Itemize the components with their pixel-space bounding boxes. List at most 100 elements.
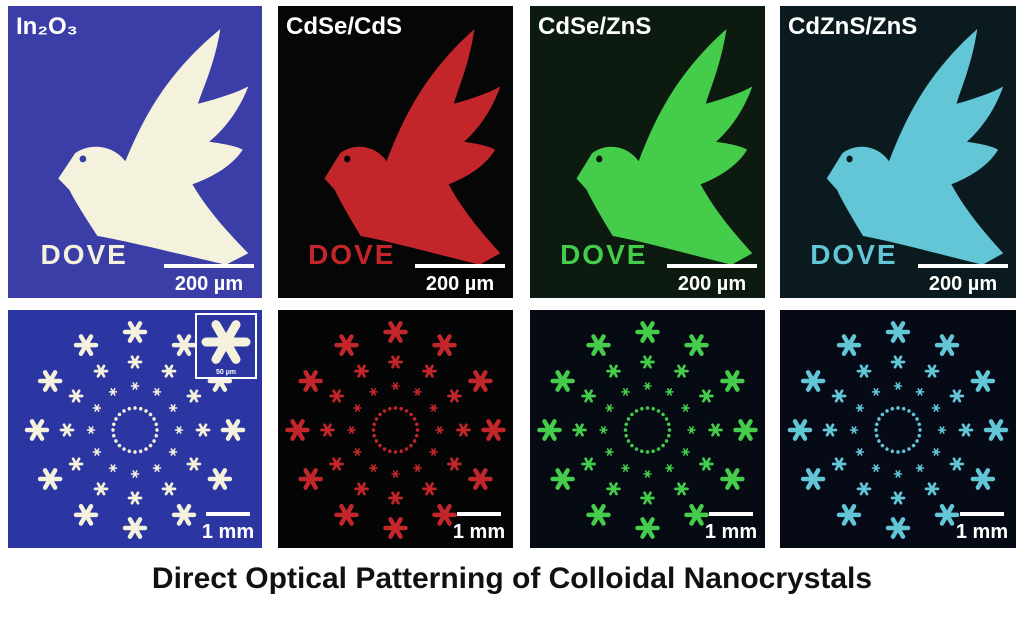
snowflake <box>133 450 137 454</box>
dove <box>576 29 753 265</box>
snowflake <box>890 449 895 454</box>
dove-text: DOVE <box>41 239 128 270</box>
snowflake <box>285 419 310 441</box>
snowflake <box>195 423 211 437</box>
snowflake <box>152 417 157 421</box>
snowflake <box>155 428 159 432</box>
snowflake <box>849 426 859 434</box>
snowflake <box>24 419 50 441</box>
panel-background <box>278 310 513 548</box>
dove-eye <box>79 155 87 163</box>
snowflake <box>537 419 562 441</box>
snowflake <box>890 355 906 369</box>
snowflake <box>468 370 493 392</box>
snowflake <box>122 447 126 451</box>
snowflake <box>130 470 140 478</box>
snowflake <box>915 464 925 472</box>
snowflake <box>432 503 457 526</box>
snowflake <box>409 443 414 448</box>
snowflake <box>68 457 84 471</box>
snowflake <box>388 491 403 505</box>
snowflake <box>635 321 660 343</box>
snowflake <box>429 448 438 456</box>
snowflake <box>468 468 493 490</box>
snowflake <box>911 412 916 417</box>
snowflake <box>391 470 400 478</box>
snowflake <box>372 433 377 438</box>
snowflake <box>836 503 862 526</box>
snowflake <box>154 433 159 438</box>
snowflake <box>639 449 644 454</box>
snowflake <box>93 482 109 496</box>
snowflake <box>586 503 611 526</box>
snowflake <box>399 406 404 411</box>
snowflake <box>664 417 669 421</box>
snowflake <box>651 406 656 411</box>
snowflake <box>720 370 745 392</box>
snowflake <box>377 443 382 448</box>
snowflake <box>917 433 922 438</box>
snowflake <box>154 422 159 427</box>
snowflake <box>720 468 745 490</box>
snowflake <box>917 422 922 427</box>
snowflake <box>643 382 652 390</box>
snowflake <box>626 439 631 443</box>
scale-label: 200 µm <box>175 273 243 295</box>
top-panel: DOVE CdSe/ZnS 200 µm <box>530 6 765 298</box>
snowflake <box>665 464 674 472</box>
snowflake <box>382 447 387 451</box>
snowflake <box>422 364 437 378</box>
snowflake <box>329 457 344 471</box>
snowflake <box>708 423 723 437</box>
snowflake <box>667 428 672 432</box>
snowflake <box>836 334 862 357</box>
scale-bar <box>206 512 250 516</box>
snowflake <box>369 464 378 472</box>
panel-background <box>780 310 1016 548</box>
snowflake <box>896 450 900 454</box>
snowflake <box>73 334 99 357</box>
snowflake <box>958 423 974 437</box>
snowflake <box>890 491 906 505</box>
snowflake <box>171 503 197 526</box>
scale-label: 200 µm <box>678 273 746 295</box>
snowflake <box>372 422 377 427</box>
snowflake <box>645 406 650 410</box>
snowflake <box>918 428 922 432</box>
snowflake <box>606 482 621 496</box>
snowflake <box>111 422 116 427</box>
snowflake <box>856 482 872 496</box>
snowflake <box>404 447 409 451</box>
snowflake <box>435 426 444 434</box>
snowflake <box>371 428 376 432</box>
snowflake <box>409 412 414 417</box>
snowflake <box>171 334 197 357</box>
snowflake <box>949 389 965 403</box>
snowflake <box>113 417 118 421</box>
snowflake <box>412 417 417 421</box>
snowflake <box>550 468 575 490</box>
scale-label: 200 µm <box>929 273 997 295</box>
snowflake <box>885 409 889 413</box>
panel-label: CdSe/CdS <box>286 13 402 40</box>
scale-label: 1 mm <box>202 521 254 543</box>
snowflake <box>391 382 400 390</box>
snowflake <box>915 388 925 396</box>
panel-background <box>530 310 765 548</box>
snowflake <box>606 364 621 378</box>
snowflake <box>787 419 813 441</box>
snowflake <box>122 321 148 343</box>
snowflake <box>186 457 202 471</box>
snowflake <box>621 464 630 472</box>
scale-label: 1 mm <box>453 521 505 543</box>
snowflake <box>874 428 878 432</box>
snowflake <box>413 464 422 472</box>
snowflake <box>871 388 881 396</box>
snowflake <box>369 388 378 396</box>
bottom-panel: 1 mm <box>530 310 765 548</box>
snowflake <box>37 468 63 490</box>
snowflake <box>550 370 575 392</box>
snowflake <box>699 457 714 471</box>
snowflake <box>161 482 177 496</box>
